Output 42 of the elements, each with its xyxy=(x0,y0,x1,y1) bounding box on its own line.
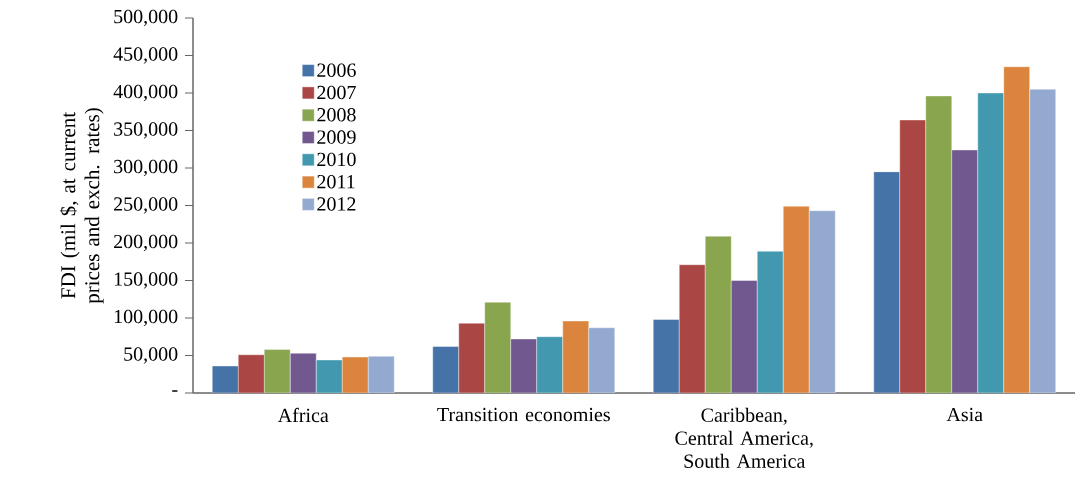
legend-label: 2011 xyxy=(317,174,355,189)
x-tick-label: Africa xyxy=(277,407,329,423)
bar xyxy=(1003,66,1030,393)
legend-label: 2009 xyxy=(317,130,356,144)
y-tick-label: 150,000 xyxy=(114,272,178,289)
bar xyxy=(510,338,537,393)
y-tick-label: 350,000 xyxy=(114,122,178,139)
y-tick-label: 300,000 xyxy=(114,159,178,177)
bar xyxy=(588,327,615,393)
bar xyxy=(653,319,680,393)
legend-label: 2007 xyxy=(317,85,356,100)
x-tick-label: Asia xyxy=(946,407,983,422)
y-tick-label: 500,000 xyxy=(114,9,178,27)
legend-label: 2006 xyxy=(317,63,356,77)
y-tick-label: 450,000 xyxy=(113,47,178,64)
y-tick-label: 50,000 xyxy=(124,347,178,364)
bar xyxy=(432,346,459,393)
y-tick-label: 200,000 xyxy=(114,234,178,252)
bar xyxy=(1029,89,1056,393)
bar xyxy=(809,210,836,393)
bar xyxy=(536,336,563,393)
bar xyxy=(783,206,810,393)
legend-label: 2012 xyxy=(317,197,356,211)
x-tick-label: Transition economies xyxy=(437,407,610,422)
y-tick-label: 250,000 xyxy=(114,197,178,214)
bar xyxy=(562,320,589,393)
y-axis-title: FDI (mil $, at current prices and exch. rates) xyxy=(59,108,104,304)
bar xyxy=(731,280,758,393)
y-tick-label: 100,000 xyxy=(114,309,178,327)
bar xyxy=(757,251,784,393)
bar xyxy=(290,353,317,393)
bar xyxy=(342,356,369,393)
bar xyxy=(873,171,900,393)
legend-label: 2008 xyxy=(317,108,356,122)
bar xyxy=(316,359,343,393)
bar xyxy=(977,92,1004,393)
bar xyxy=(951,149,978,393)
bar xyxy=(368,356,395,393)
y-tick-label: 400,000 xyxy=(113,84,178,102)
legend-label: 2010 xyxy=(317,152,356,167)
x-tick-label: Caribbean, Central America, South America xyxy=(675,407,813,468)
y-tick-label: - xyxy=(172,390,178,392)
